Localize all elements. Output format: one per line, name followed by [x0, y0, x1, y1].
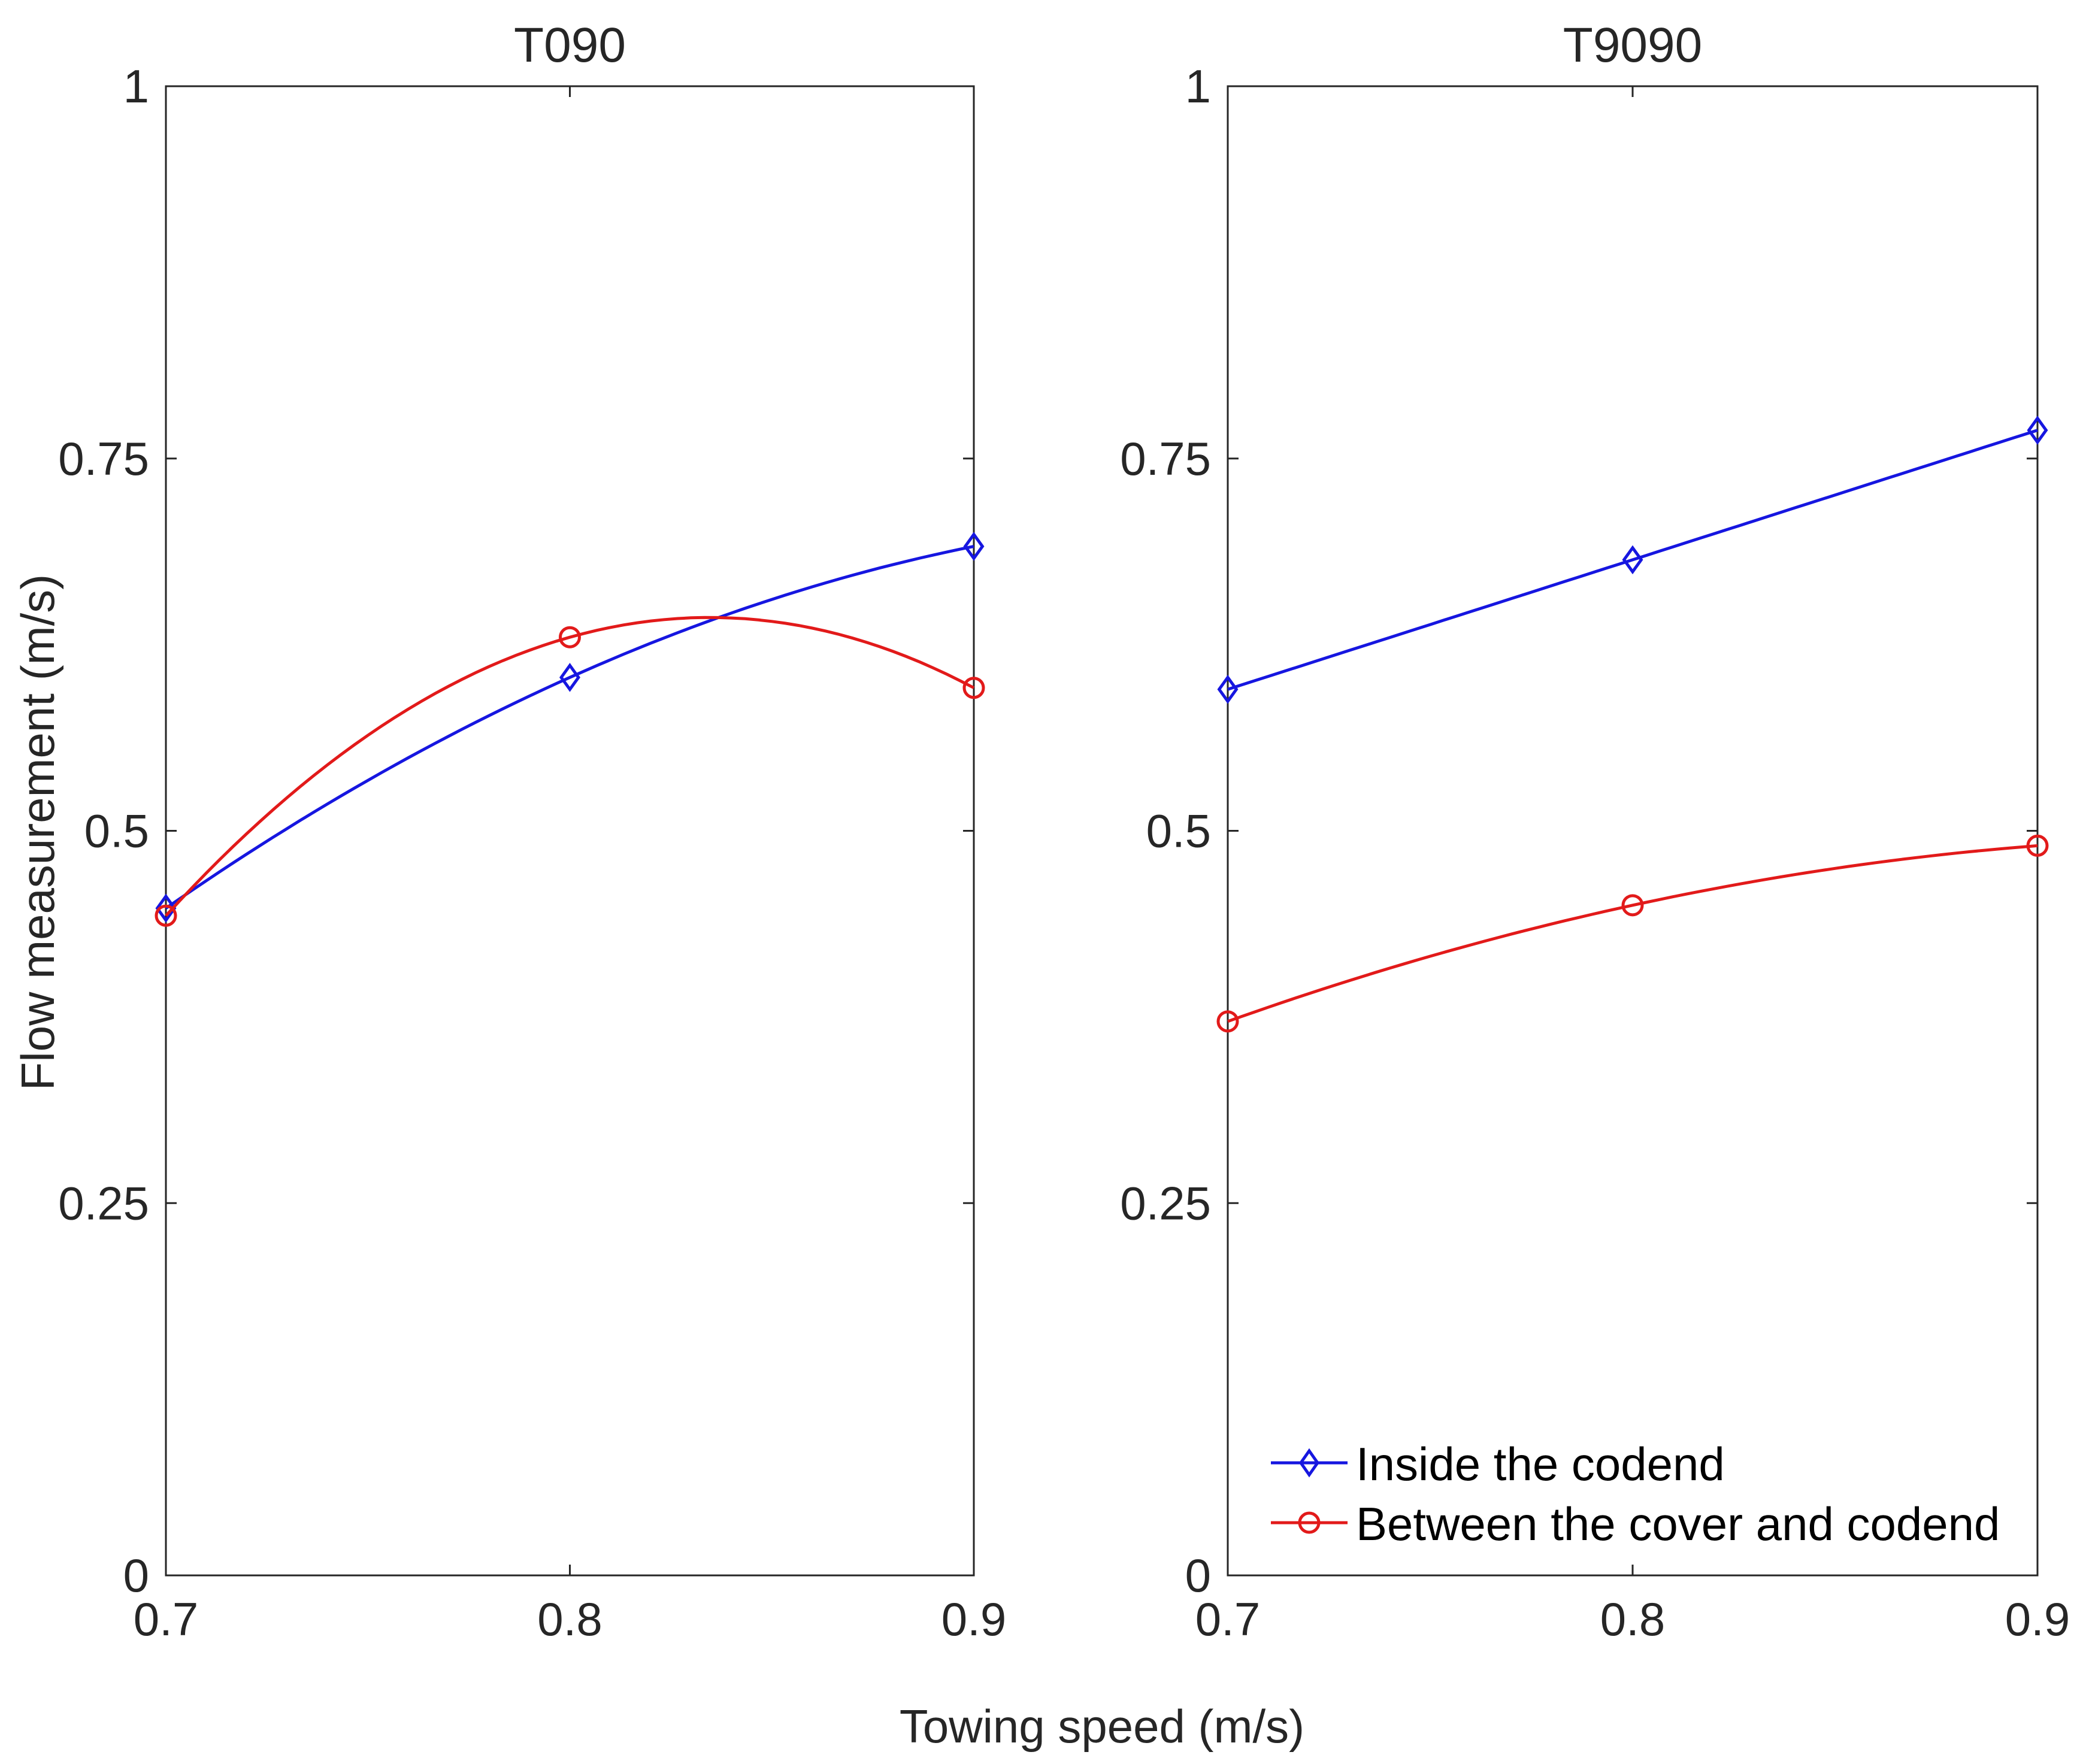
data-point-between: [155, 904, 177, 927]
series-line-inside: [165, 545, 974, 910]
series-line-between: [1227, 844, 2038, 1023]
panel-t090: 0 0.25 0.5 0.75 1 0.7 0.8 0.9 T090: [58, 18, 1006, 1645]
y-tick-label: 0.75: [1120, 432, 1211, 485]
panel-t9090: 0 0.25 0.5 0.75 1 0.7 0.8 0.9 T9090: [1120, 18, 2070, 1645]
legend-marker-circle-icon: [1298, 1511, 1321, 1534]
legend-label-between: Between the cover and codend: [1356, 1498, 2000, 1550]
x-tick-label: 0.7: [134, 1593, 198, 1645]
data-point-inside: [155, 893, 177, 923]
x-tick-label: 0.7: [1195, 1593, 1260, 1645]
legend-entry-between: Between the cover and codend: [1271, 1498, 2000, 1550]
y-tick-label: 0.25: [1120, 1177, 1211, 1229]
legend: Inside the codend Between the cover and …: [1271, 1438, 2000, 1550]
data-point-inside: [963, 532, 985, 561]
y-tick-label: 0.5: [84, 805, 149, 857]
y-tick-label: 0: [123, 1549, 149, 1602]
x-tick-label: 0.9: [2005, 1593, 2070, 1645]
data-point-between: [962, 677, 985, 699]
data-point-inside: [559, 663, 580, 692]
y-axis-label: Flow measurement (m/s): [11, 574, 64, 1091]
plot-area-frame: [165, 85, 975, 1577]
panel-title: T9090: [1563, 18, 1703, 72]
plot-area-frame: [1227, 85, 2039, 1577]
panel-title: T090: [514, 18, 626, 72]
y-tick-label: 1: [1185, 60, 1211, 113]
y-tick-label: 1: [123, 60, 149, 113]
data-point-between: [1216, 1010, 1239, 1033]
legend-marker-diamond-icon: [1298, 1448, 1320, 1478]
data-point-between: [2026, 834, 2049, 857]
series-line-inside: [1227, 429, 2038, 691]
y-tick-label: 0.75: [58, 432, 149, 485]
y-tick-label: 0.25: [58, 1177, 149, 1229]
data-point-inside: [2027, 416, 2048, 445]
legend-entry-inside: Inside the codend: [1271, 1438, 1725, 1490]
x-tick-label: 0.8: [537, 1593, 602, 1645]
y-tick-label: 0: [1185, 1549, 1211, 1602]
x-tick-label: 0.9: [941, 1593, 1006, 1645]
x-tick-label: 0.8: [1600, 1593, 1665, 1645]
data-point-inside: [1622, 545, 1643, 575]
data-point-between: [559, 626, 581, 648]
y-tick-label: 0.5: [1146, 805, 1211, 857]
x-axis-label: Towing speed (m/s): [900, 1700, 1304, 1753]
data-point-inside: [1217, 674, 1239, 704]
legend-label-inside: Inside the codend: [1356, 1438, 1725, 1490]
series-line-between: [165, 616, 975, 917]
data-point-between: [1621, 894, 1644, 917]
